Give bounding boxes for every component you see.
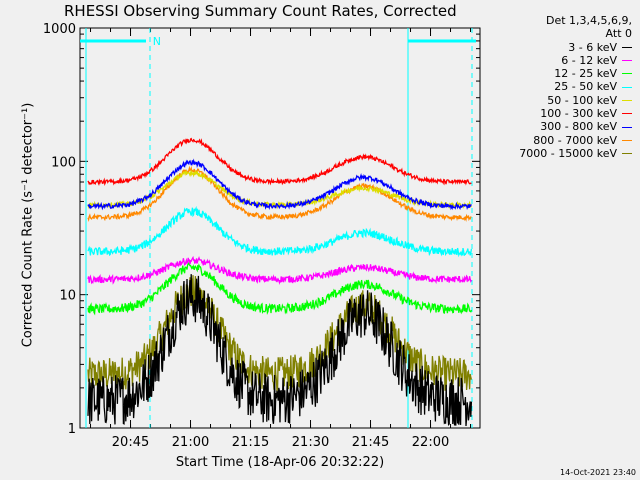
y-tick-label-0: 1 xyxy=(68,422,76,437)
legend-swatch xyxy=(622,139,632,141)
legend-item-label: 7000 - 15000 keV xyxy=(519,146,617,160)
chart-title: RHESSI Observing Summary Count Rates, Co… xyxy=(64,2,457,20)
legend-swatch xyxy=(622,86,632,88)
series-line-12-25-kev xyxy=(87,261,473,316)
legend: Det 1,3,4,5,6,9, Att 0 3 - 6 keV 6 - 12 k… xyxy=(462,14,632,160)
x-axis-label: Start Time (18-Apr-06 20:32:22) xyxy=(175,455,385,470)
x-tick-label-2: 21:15 xyxy=(232,435,269,450)
legend-item-label: 100 - 300 keV xyxy=(540,107,617,121)
legend-item: 100 - 300 keV xyxy=(462,107,632,120)
x-tick-label-3: 21:30 xyxy=(292,435,329,450)
series-line-50-100-kev xyxy=(87,169,472,210)
series-line-300-800-kev xyxy=(87,158,472,211)
legend-item: 3 - 6 keV xyxy=(462,41,632,54)
y-tick-label-3: 1000 xyxy=(43,22,76,37)
series-line-3-6-kev xyxy=(87,274,473,427)
saa-flag-label: N xyxy=(153,35,161,48)
legend-item: 25 - 50 keV xyxy=(462,80,632,93)
plot-frame xyxy=(79,27,481,429)
legend-swatch xyxy=(622,99,632,101)
y-tick-label-1: 10 xyxy=(59,289,76,304)
legend-header-line-1: Det 1,3,4,5,6,9, xyxy=(545,14,632,27)
legend-item: 800 - 7000 keV xyxy=(462,134,632,147)
legend-swatch xyxy=(622,60,632,62)
series-line-25-50-kev xyxy=(87,205,473,258)
legend-item: 50 - 100 keV xyxy=(462,94,632,107)
x-tick-label-0: 20:45 xyxy=(112,435,149,450)
legend-item-label: 25 - 50 keV xyxy=(554,80,617,94)
series-line-100-300-kev xyxy=(87,137,472,187)
legend-item-label: 12 - 25 keV xyxy=(554,67,617,81)
legend-item-label: 50 - 100 keV xyxy=(547,93,617,107)
series-line-800-7000-kev xyxy=(87,165,472,222)
x-tick-label-4: 21:45 xyxy=(352,435,389,450)
footer-timestamp: 14-Oct-2021 23:40 xyxy=(560,468,636,477)
legend-item: 300 - 800 keV xyxy=(462,120,632,133)
legend-swatch xyxy=(622,153,632,155)
legend-swatch xyxy=(622,46,632,48)
legend-item-label: 6 - 12 keV xyxy=(561,53,617,67)
legend-item-label: 3 - 6 keV xyxy=(568,40,617,54)
legend-item: 6 - 12 keV xyxy=(462,54,632,67)
x-tick-label-5: 22:00 xyxy=(412,435,449,450)
series-line-7000-15000-kev xyxy=(87,275,473,392)
legend-item: 7000 - 15000 keV xyxy=(462,147,632,160)
legend-header-line-2: Att 0 xyxy=(605,27,632,41)
y-tick-label-2: 100 xyxy=(51,155,76,170)
legend-swatch xyxy=(622,126,632,128)
legend-swatch xyxy=(622,73,632,75)
legend-item-label: 800 - 7000 keV xyxy=(533,133,617,147)
series-line-6-12-kev xyxy=(87,255,472,286)
legend-swatch xyxy=(622,113,632,115)
x-tick-label-1: 21:00 xyxy=(172,435,209,450)
legend-item-label: 300 - 800 keV xyxy=(540,120,617,134)
legend-item: 12 - 25 keV xyxy=(462,67,632,80)
